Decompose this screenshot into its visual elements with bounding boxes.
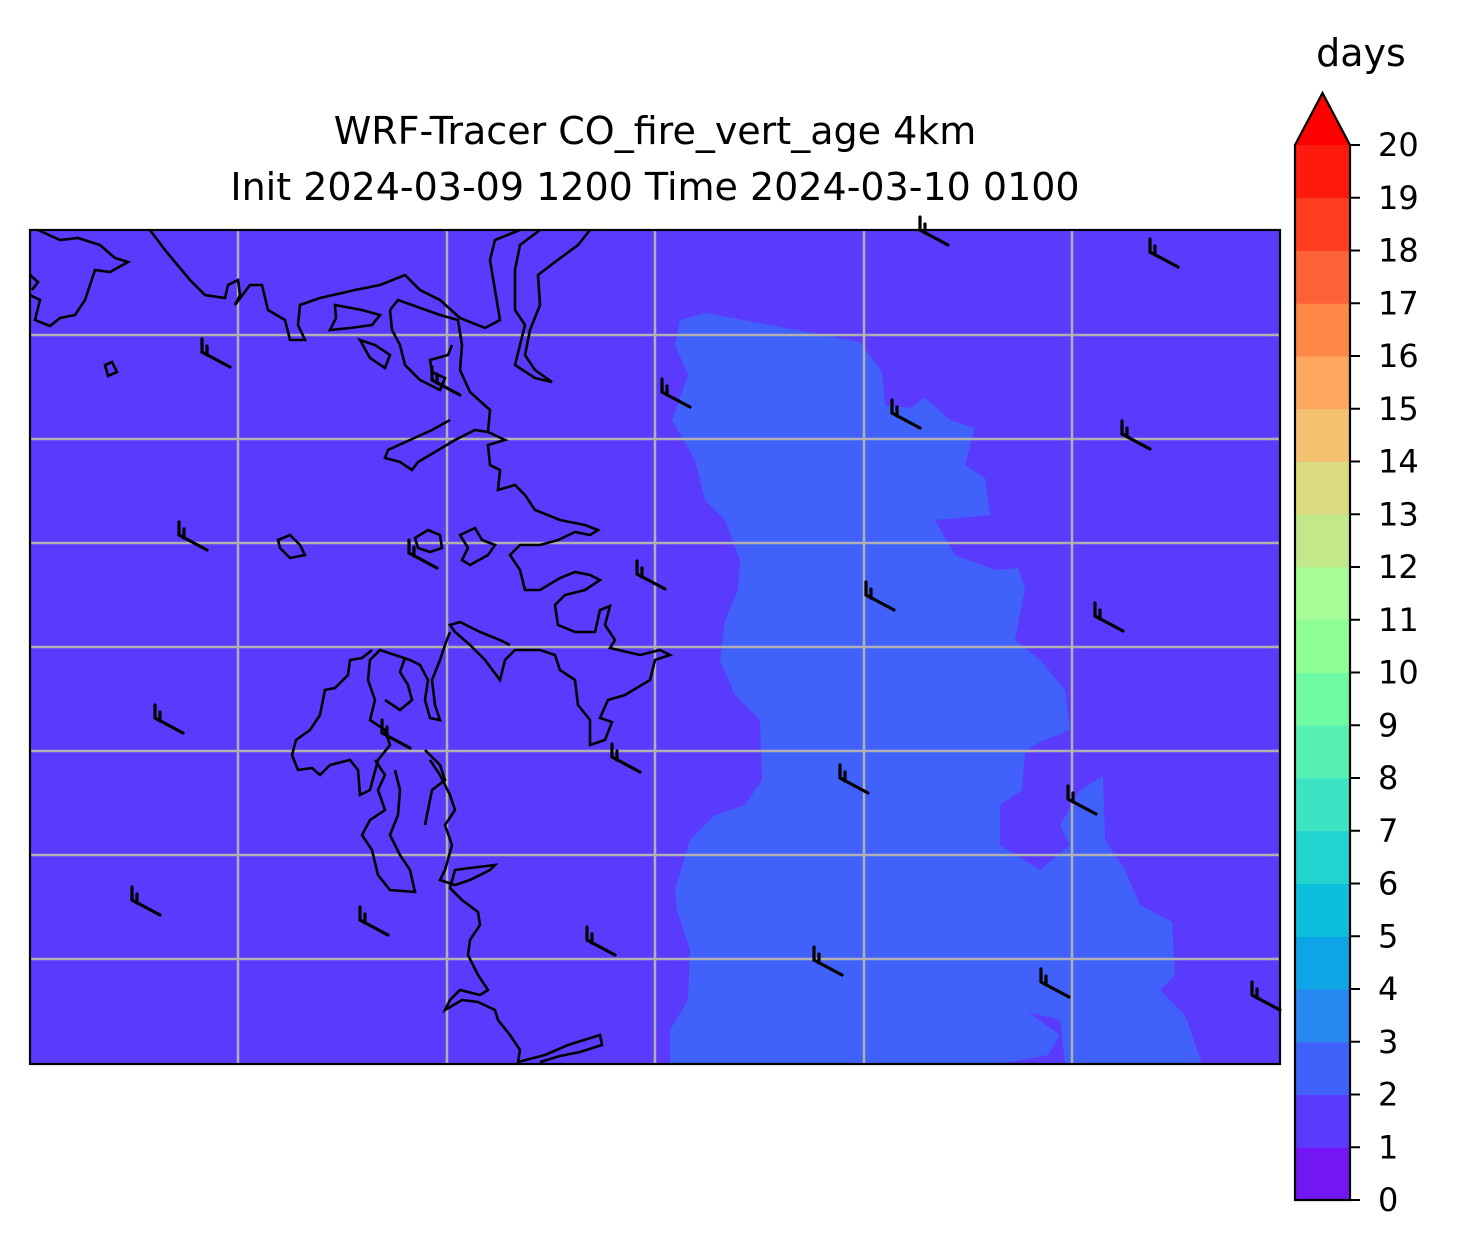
colorbar-tick-label: 6 (1378, 865, 1398, 903)
colorbar-tick-label: 13 (1378, 495, 1419, 533)
colorbar-band (1295, 303, 1350, 357)
colorbar-tick-label: 0 (1378, 1181, 1398, 1219)
colorbar-band (1295, 197, 1350, 251)
wind-barb (1148, 237, 1180, 269)
wind-barb (660, 377, 692, 409)
colorbar-band (1295, 356, 1350, 410)
colorbar-tick-label: 4 (1378, 970, 1398, 1008)
wind-barb (130, 885, 162, 917)
colorbar-tick-label: 9 (1378, 706, 1398, 744)
colorbar-band (1295, 250, 1350, 304)
colorbar-tick-label: 15 (1378, 390, 1419, 428)
colorbar-label: days (1316, 31, 1406, 75)
colorbar-band (1295, 461, 1350, 515)
wind-barb (585, 925, 617, 957)
wind-barb (812, 945, 844, 977)
wind-barb (1039, 967, 1071, 999)
wind-barb (890, 398, 922, 430)
wind-barb (635, 559, 667, 591)
wind-barb (177, 520, 209, 552)
wind-barb (1250, 980, 1282, 1012)
wind-barb (1066, 784, 1098, 816)
colorbar-tick-label: 16 (1378, 337, 1419, 375)
wind-barb (153, 703, 185, 735)
colorbar-tick-label: 7 (1378, 812, 1398, 850)
colorbar-tick-label: 12 (1378, 548, 1419, 586)
colorbar-band (1295, 514, 1350, 568)
colorbar-band (1295, 1094, 1350, 1148)
gridlines (30, 230, 1280, 1064)
coastlines (29, 228, 674, 1064)
colorbar-tick-label: 1 (1378, 1128, 1398, 1166)
contour-region-2-3-days (670, 313, 1202, 1064)
colorbar-tick-label: 11 (1378, 601, 1419, 639)
wind-barb (1120, 419, 1152, 451)
colorbar-band (1295, 672, 1350, 726)
colorbar-band (1295, 408, 1350, 462)
colorbar-band (1295, 567, 1350, 621)
colorbar-band (1295, 883, 1350, 937)
colorbar-tick-label: 19 (1378, 179, 1419, 217)
wind-barbs (130, 215, 1282, 1012)
wind-barb (610, 742, 642, 774)
wind-barb (407, 538, 439, 570)
wind-barb (380, 718, 412, 750)
colorbar-band (1295, 1041, 1350, 1095)
colorbar-band (1295, 619, 1350, 673)
colorbar-band (1295, 989, 1350, 1043)
colorbar-tick-label: 17 (1378, 284, 1419, 322)
colorbar-band (1295, 145, 1350, 199)
colorbar-tick-label: 5 (1378, 917, 1398, 955)
chart-title-line2: Init 2024-03-09 1200 Time 2024-03-10 010… (230, 165, 1080, 209)
colorbar-tick-label: 8 (1378, 759, 1398, 797)
colorbar-band (1295, 830, 1350, 884)
wind-barb (864, 580, 896, 612)
plot-frame (28, 228, 1282, 1066)
wind-barb (430, 365, 462, 397)
colorbar-tick-label: 18 (1378, 232, 1419, 270)
wind-barb (358, 905, 390, 937)
colorbar-tick-label: 14 (1378, 443, 1419, 481)
colorbar-band (1295, 725, 1350, 779)
colorbar-outline (1293, 90, 1352, 1202)
colorbar-band (1295, 778, 1350, 832)
colorbar-tick-label: 20 (1378, 126, 1419, 164)
colorbar-band (1295, 936, 1350, 990)
colorbar-extend-arrow (1295, 93, 1350, 145)
colorbar-band (1295, 1147, 1350, 1201)
wind-barb (838, 763, 870, 795)
colorbar-tick-label: 2 (1378, 1076, 1398, 1114)
colorbar-tick-label: 3 (1378, 1023, 1398, 1061)
wind-barb (200, 337, 232, 369)
wind-barb (1093, 601, 1125, 633)
chart-title-line1: WRF-Tracer CO_fire_vert_age 4km (333, 109, 977, 153)
colorbar-tick-label: 10 (1378, 654, 1419, 692)
